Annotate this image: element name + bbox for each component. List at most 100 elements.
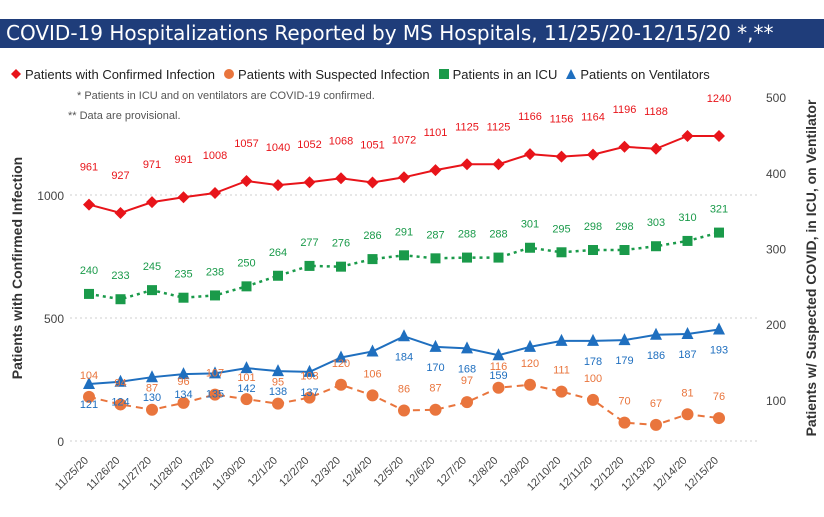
y2-tick-label: 500 [766,91,786,105]
legend-label-suspected: Patients with Suspected Infection [238,66,430,82]
data-label: 1052 [297,139,321,151]
series-group [83,129,725,431]
data-point [618,333,631,346]
chart-legend: Patients with Confirmed Infection Patien… [10,65,718,83]
data-point [272,364,284,377]
chart-title: COVID-19 Hospitalizations Reported by MS… [6,21,774,45]
data-label: 1072 [392,134,416,146]
data-label: 1125 [455,121,479,133]
data-label: 97 [461,375,473,387]
data-point [462,252,472,263]
data-label: 288 [489,229,507,241]
data-label: 130 [143,392,161,404]
data-label: 298 [615,221,633,233]
data-point [335,378,347,391]
data-label: 120 [521,358,539,370]
data-label: 186 [647,350,665,362]
data-point [240,174,253,187]
x-tick-label: 12/8/20 [466,455,500,489]
data-label: 184 [395,351,413,363]
data-label: 159 [489,370,507,382]
x-axis-ticks: 11/25/2011/26/2011/27/2011/28/2011/29/20… [53,455,721,494]
data-label: 187 [678,349,696,361]
data-label: 1057 [234,138,258,150]
data-label: 120 [332,358,350,370]
data-point [147,285,157,296]
legend-item-confirmed: Patients with Confirmed Infection [10,67,215,82]
data-label: 1008 [203,150,227,162]
data-point [588,245,598,256]
data-point [398,404,410,417]
x-tick-label: 11/27/20 [116,455,154,493]
circle-icon [224,69,235,79]
data-point [83,198,95,211]
data-point [681,327,694,340]
data-point [241,281,252,292]
data-point [524,148,536,161]
data-label: 1051 [360,139,384,151]
data-label: 245 [143,261,161,273]
x-tick-label: 11/25/20 [53,455,91,493]
data-point [524,339,536,352]
data-point [210,290,220,301]
data-label: 170 [426,362,444,374]
data-point [429,403,442,416]
legend-item-ventilators: Patients on Ventilators [565,66,710,82]
data-label: 927 [111,170,129,182]
data-label: 94 [114,377,126,389]
data-label: 1068 [329,135,353,147]
data-point [336,261,346,272]
data-point [366,344,379,357]
legend-item-icu: Patients in an ICU [438,67,557,82]
data-point [366,176,379,189]
data-point [146,403,158,416]
data-point [650,418,662,431]
data-point [177,367,190,380]
data-point [177,191,190,204]
data-point [681,129,694,142]
data-label: 67 [650,398,662,410]
data-label: 101 [237,372,255,384]
data-point [84,288,94,299]
data-label: 76 [713,391,725,403]
data-point [398,171,410,184]
x-tick-label: 11/28/20 [147,455,185,493]
data-point [430,253,441,264]
right-axis-ticks: 100 200 300 400 500 [766,91,786,408]
y-axis-label: Patients with Confirmed Infection [9,157,25,379]
data-label: 1164 [581,112,605,124]
y-tick-label: 1000 [37,189,64,203]
data-point [524,378,536,391]
data-label: 86 [398,383,410,395]
data-label: 104 [80,370,98,382]
data-point [146,370,158,383]
data-label: 961 [80,162,98,174]
data-point [178,292,189,303]
data-point [429,164,442,177]
footnote-icu: * Patients in ICU and on ventilators are… [77,90,375,102]
data-point [555,385,568,398]
data-point [492,381,505,394]
data-point [461,396,473,409]
series-line [88,231,720,301]
data-label: 991 [174,154,192,166]
data-point [587,333,599,346]
data-label: 111 [553,365,570,377]
x-tick-label: 11/30/20 [210,455,248,493]
legend-label-ventilators: Patients on Ventilators [580,66,710,82]
data-label: 287 [426,229,444,241]
data-point [366,389,379,402]
data-label: 321 [710,204,728,216]
data-point [681,408,694,421]
data-label: 138 [269,386,287,398]
data-point [714,227,724,238]
data-label: 288 [458,229,476,241]
x-tick-label: 12/3/20 [309,455,343,489]
data-point [587,393,599,406]
data-point [367,254,378,265]
data-label: 276 [332,238,350,250]
data-label: 301 [521,219,539,231]
data-point [304,260,315,271]
data-label: 233 [111,270,129,282]
